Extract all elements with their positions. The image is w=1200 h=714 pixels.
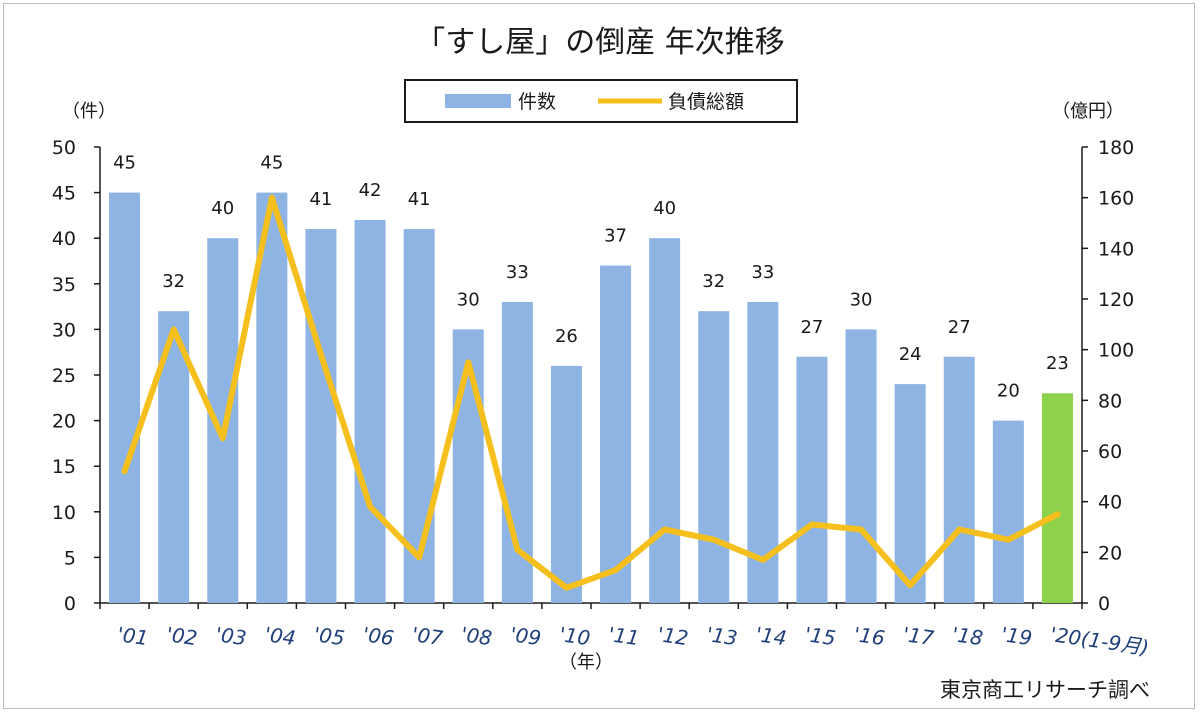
x-tick-label: '14	[754, 622, 788, 650]
bar-data-label: 40	[211, 198, 234, 219]
bar	[894, 384, 926, 603]
bar-data-label: 33	[751, 262, 774, 283]
bar-data-label: 33	[506, 262, 529, 283]
bar	[600, 265, 632, 603]
y-left-tick-label: 15	[52, 456, 76, 478]
y-left-tick-label: 25	[52, 365, 76, 387]
x-tick-label: '08	[460, 622, 494, 650]
bar-data-label: 20	[997, 381, 1020, 402]
x-tick-label: '07	[410, 622, 444, 650]
y-right-tick-label: 180	[1098, 137, 1134, 159]
bar	[354, 219, 386, 603]
bar	[1041, 393, 1073, 603]
bar	[550, 365, 582, 603]
y-left-unit: （件）	[62, 101, 116, 122]
x-tick-label: '20(1-9月)	[1049, 622, 1151, 660]
bar-data-label: 41	[408, 189, 431, 210]
y-left-tick-label: 40	[52, 228, 76, 250]
bar-data-label: 24	[899, 344, 922, 365]
x-tick-label: '03	[214, 622, 248, 650]
y-right-tick-label: 120	[1098, 289, 1134, 311]
bar	[109, 192, 141, 603]
bar	[796, 356, 828, 603]
bar-series	[109, 192, 1073, 603]
y-right-tick-label: 40	[1098, 492, 1122, 514]
x-tick-label: '15	[803, 622, 837, 650]
bar-data-label: 37	[604, 226, 627, 247]
y-left-tick-label: 45	[52, 183, 76, 205]
chart-title: 「すし屋」の倒産 年次推移	[415, 25, 785, 60]
bar	[403, 229, 435, 603]
line-series	[121, 194, 1061, 591]
y-right-unit: （億円）	[1052, 101, 1124, 122]
bar-data-labels: 45 32 40 45 41 42 41 30 33 26 37 40 32 33 27 30 24 27 20 23	[113, 153, 1069, 402]
bar	[992, 420, 1024, 603]
bar-data-label: 40	[653, 198, 676, 219]
x-tick-label: '13	[705, 622, 739, 650]
x-tick-label: '04	[263, 622, 297, 650]
x-tick-label: '19	[1000, 622, 1034, 650]
legend-label-bar: 件数	[518, 91, 556, 113]
bar-data-label: 42	[359, 180, 382, 201]
x-tick-label: '16	[852, 622, 886, 650]
bar	[452, 329, 484, 603]
bar-data-label: 30	[850, 289, 873, 310]
y-left-tick-label: 35	[52, 274, 76, 296]
bar	[305, 229, 337, 603]
legend-swatch-bar	[445, 94, 511, 108]
bar-data-label: 45	[260, 153, 283, 174]
y-right-tick-label: 100	[1098, 340, 1134, 362]
y-right-tick-label: 0	[1098, 593, 1110, 615]
bar-data-label: 32	[162, 271, 185, 292]
x-tick-label: '17	[901, 622, 935, 650]
x-tick-label: '05	[312, 622, 346, 650]
y-right-tick-label: 140	[1098, 238, 1134, 260]
bar	[649, 238, 681, 603]
x-tick-label: '12	[656, 622, 690, 650]
y-right-tick-label: 160	[1098, 188, 1134, 210]
bar-data-label: 23	[1046, 353, 1069, 374]
x-tick-label: '09	[509, 622, 543, 650]
y-left-tick-label: 5	[64, 547, 76, 569]
chart-frame	[3, 3, 1195, 709]
bar-data-label: 41	[309, 189, 332, 210]
bar-data-label: 32	[702, 271, 725, 292]
x-tick-label: '18	[951, 622, 985, 650]
x-tick-label: '06	[361, 622, 395, 650]
x-axis-unit: （年）	[559, 652, 613, 673]
x-tick-label: '10	[558, 622, 592, 650]
bar-data-label: 27	[948, 317, 971, 338]
bar	[845, 329, 877, 603]
x-tick-label: '02	[165, 622, 199, 650]
x-tick-labels: '01 '02 '03 '04 '05 '06 '07 '08 '09 '10 '11 '12 '13 '…	[116, 622, 1150, 660]
debt-line	[121, 194, 1061, 591]
axes: 0 5 10 15 20 25 30 35 40 45 50 0 20 40 60 80 100 120 140 16…	[52, 137, 1134, 615]
bar	[943, 356, 975, 603]
bar	[698, 311, 730, 603]
x-tick-label: '11	[607, 622, 641, 650]
y-left-tick-label: 0	[64, 593, 76, 615]
legend: 件数 負債総額	[404, 79, 798, 123]
bar-data-label: 27	[800, 317, 823, 338]
y-right-tick-label: 60	[1098, 441, 1122, 463]
y-right-tick-label: 80	[1098, 390, 1122, 412]
legend-label-line: 負債総額	[668, 91, 744, 113]
y-left-tick-label: 30	[52, 319, 76, 341]
y-right-tick-label: 20	[1098, 542, 1122, 564]
x-tick-label: '01	[116, 622, 150, 650]
source-note: 東京商工リサーチ調べ	[940, 678, 1150, 702]
bar-data-label: 30	[457, 289, 480, 310]
y-left-tick-label: 20	[52, 411, 76, 433]
y-left-tick-label: 50	[52, 137, 76, 159]
bar-data-label: 26	[555, 326, 578, 347]
bar-data-label: 45	[113, 153, 136, 174]
y-left-tick-label: 10	[52, 502, 76, 524]
